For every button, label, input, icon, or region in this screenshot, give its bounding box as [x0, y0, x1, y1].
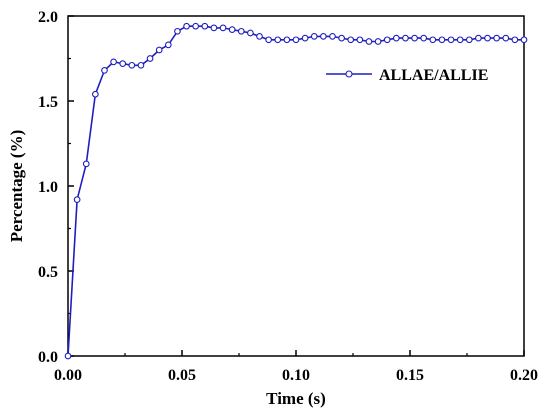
data-point [292, 36, 300, 44]
data-point [137, 61, 145, 69]
y-axis: 0.0 0.5 1.0 1.5 2.0 [38, 9, 74, 366]
data-point [128, 61, 136, 69]
data-point [338, 34, 345, 42]
data-point [119, 60, 127, 67]
data-point [310, 33, 318, 40]
data-point [475, 34, 482, 42]
data-point [201, 22, 209, 30]
y-tick-label: 1.0 [38, 179, 58, 196]
y-tick-label: 0.0 [38, 349, 58, 366]
data-point [155, 46, 163, 54]
data-point [320, 33, 327, 40]
legend: ALLAE/ALLIE [326, 67, 488, 84]
data-point [183, 22, 190, 30]
data-point [283, 36, 291, 44]
data-point [101, 67, 108, 74]
x-axis-label: Time (s) [266, 389, 326, 408]
data-point [402, 34, 409, 42]
data-point [438, 36, 446, 44]
data-point [237, 27, 245, 35]
data-point [429, 36, 437, 44]
y-tick-label: 0.5 [38, 264, 58, 281]
data-point [502, 34, 510, 42]
x-tick-label: 0.15 [396, 367, 424, 384]
series-layer [64, 22, 528, 360]
data-point [146, 55, 154, 62]
data-point [374, 38, 382, 45]
data-point [520, 36, 528, 44]
data-point [247, 29, 254, 37]
data-point [347, 36, 355, 44]
data-point [411, 34, 418, 42]
data-point [82, 160, 90, 168]
y-tick-label: 2.0 [38, 9, 58, 26]
y-axis-label: Percentage (%) [7, 130, 26, 243]
data-point [219, 24, 227, 32]
data-point [365, 38, 373, 45]
data-point [356, 36, 364, 44]
data-point [383, 36, 391, 44]
data-point [265, 36, 272, 44]
data-point [256, 33, 263, 40]
data-point [465, 36, 473, 44]
x-tick-label: 0.00 [54, 367, 82, 384]
data-point [447, 36, 455, 44]
data-point [64, 352, 72, 360]
data-point [228, 26, 236, 33]
data-point [301, 34, 309, 42]
x-tick-label: 0.05 [168, 367, 196, 384]
series-allae-allie [64, 22, 528, 360]
data-point [174, 27, 181, 35]
data-point [484, 34, 491, 42]
data-point [329, 33, 336, 40]
data-point [192, 22, 200, 30]
x-axis: 0.00 0.05 0.10 0.15 0.20 [54, 350, 538, 384]
data-point [511, 36, 519, 44]
data-point [274, 36, 282, 44]
data-point [164, 41, 172, 49]
data-point [420, 34, 428, 42]
data-point [110, 58, 117, 66]
legend-label: ALLAE/ALLIE [379, 67, 488, 84]
x-tick-label: 0.20 [510, 367, 538, 384]
data-point [73, 196, 81, 203]
y-tick-label: 1.5 [38, 94, 58, 111]
data-point [493, 34, 500, 42]
legend-marker [345, 70, 353, 78]
x-tick-label: 0.10 [282, 367, 310, 384]
data-point [92, 90, 99, 98]
data-point [392, 34, 400, 42]
data-point [456, 36, 464, 44]
data-point [210, 24, 218, 32]
